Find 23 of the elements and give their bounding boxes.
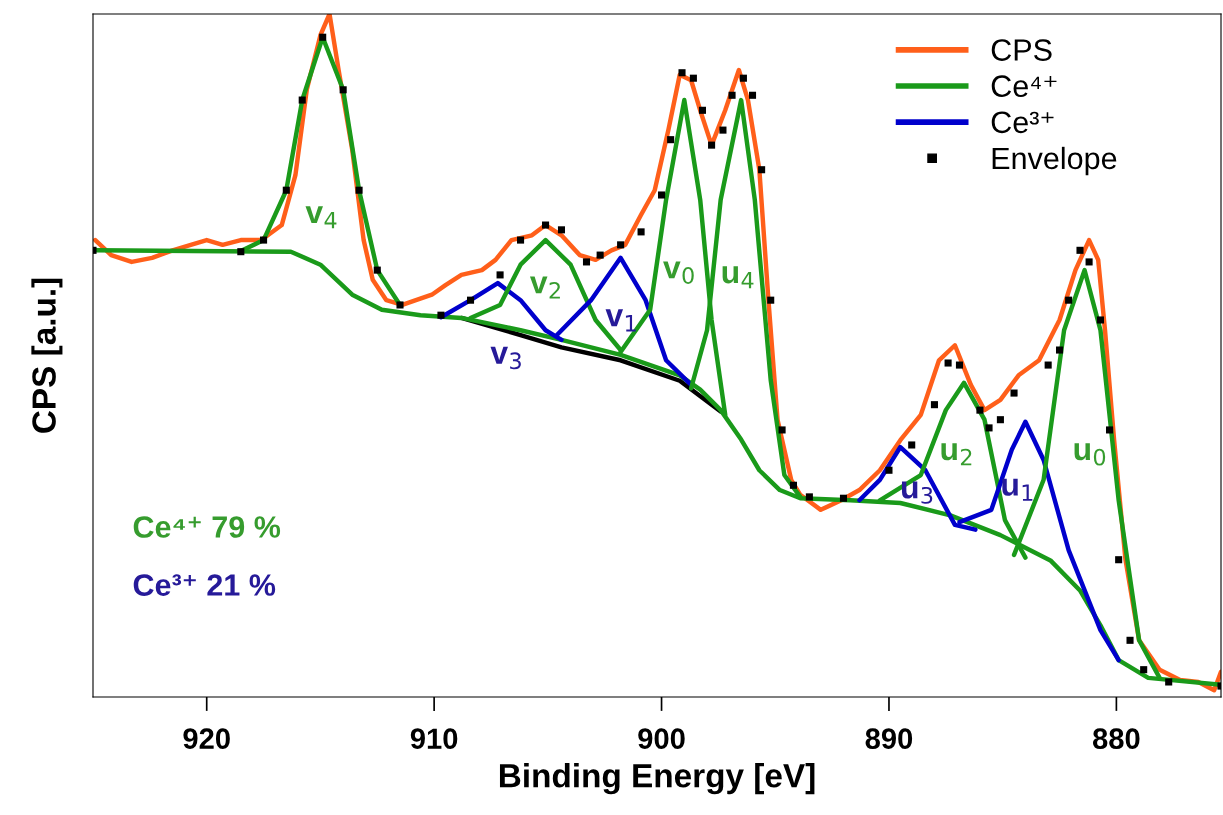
annotation: v$_{1}$ <box>605 309 636 332</box>
x-axis-title: Binding Energy [eV] <box>499 763 815 795</box>
annotation: v$_{4}$ <box>305 206 337 229</box>
annotation: v$_{0}$ <box>663 261 694 284</box>
x-tick-label: 910 <box>410 728 458 749</box>
annotation: u$_{1}$ <box>1002 478 1033 501</box>
legend-label: Envelope <box>992 146 1117 176</box>
annotation: v$_{2}$ <box>529 276 560 299</box>
annotation: u$_{0}$ <box>1074 443 1106 466</box>
y-axis-title: CPS [a.u.] <box>31 278 63 433</box>
annotation: u$_{3}$ <box>901 481 933 504</box>
x-tick-label: 890 <box>865 728 913 749</box>
annotation: v$_{3}$ <box>490 346 521 370</box>
annotation: u$_{2}$ <box>941 443 972 466</box>
annotation: u$_{4}$ <box>722 266 754 289</box>
legend-label: CPS <box>991 39 1052 61</box>
legend-label: Ce³⁺ <box>991 111 1054 134</box>
annotation: Ce³⁺ 21 % <box>133 574 276 596</box>
x-tick-label: 880 <box>1092 728 1140 749</box>
x-tick-label: 920 <box>183 728 230 749</box>
annotation: Ce⁴⁺ 79 % <box>133 516 281 538</box>
legend-label: Ce⁴⁺ <box>991 75 1057 98</box>
x-tick-label: 900 <box>638 728 685 749</box>
